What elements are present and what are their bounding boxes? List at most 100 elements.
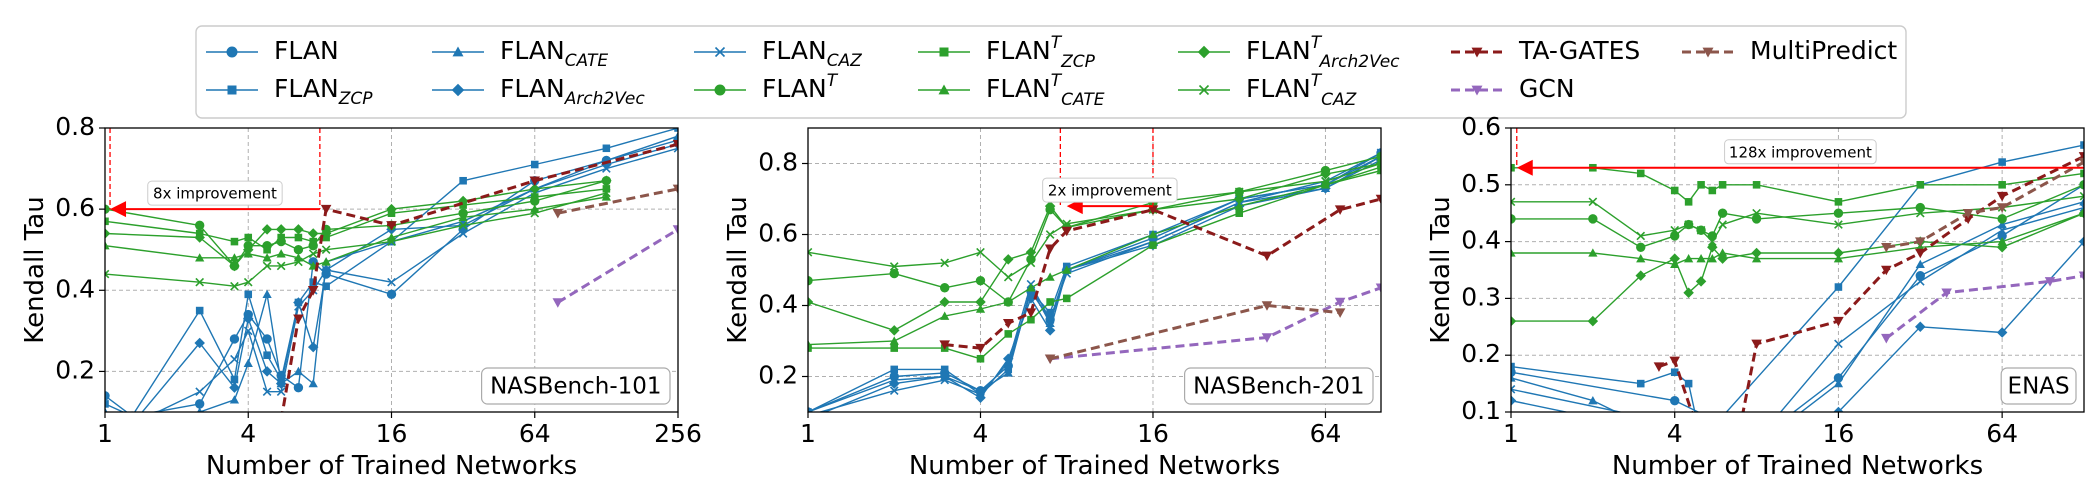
data-point — [1684, 198, 1693, 206]
benchmark-box — [2000, 367, 2077, 405]
data-point — [1833, 316, 1844, 327]
data-point — [976, 389, 985, 399]
data-point — [2078, 236, 2084, 247]
series-line — [1886, 160, 2084, 249]
data-point — [1736, 419, 1747, 429]
y-tick-label: 0.2 — [758, 361, 798, 390]
data-point — [1834, 339, 1843, 349]
data-point — [194, 232, 205, 243]
data-point — [1376, 165, 1381, 175]
series-line — [1511, 212, 2084, 322]
legend-label-text: GCN — [1519, 74, 1575, 103]
data-point — [294, 233, 303, 242]
legend-label-sub: Arch2Vec — [564, 89, 646, 109]
data-point — [2079, 180, 2084, 190]
data-point — [127, 419, 138, 430]
data-point — [1996, 327, 2008, 338]
annotation: 8x improvement — [109, 128, 321, 218]
data-point — [529, 183, 540, 195]
x-tick-label: 64 — [1986, 419, 2018, 448]
legend-label-text: FLAN — [500, 74, 565, 103]
data-point — [1915, 237, 1926, 247]
legend-item-0: FLAN — [206, 36, 339, 65]
data-point — [1962, 214, 1974, 225]
data-point — [1997, 236, 2007, 246]
data-point — [672, 140, 678, 150]
data-point — [1941, 288, 1952, 298]
data-point — [1044, 325, 1056, 336]
data-point — [1834, 198, 1843, 206]
y-tick-label: 0.6 — [758, 219, 798, 248]
data-point — [459, 176, 467, 185]
data-point — [1998, 181, 2006, 189]
annotation: 2x improvement — [1042, 128, 1178, 215]
data-point — [458, 221, 468, 230]
data-point — [1003, 357, 1013, 367]
data-point — [1751, 441, 1762, 452]
data-point — [939, 340, 950, 350]
data-point — [1334, 205, 1346, 215]
series-line — [944, 197, 1381, 350]
data-point — [1997, 214, 2007, 224]
legend-label-sup: T — [1311, 71, 1323, 91]
x-tick-label: 64 — [519, 419, 551, 448]
legend-swatch-marker — [1471, 85, 1483, 96]
data-point — [1147, 205, 1159, 215]
annotation-arrow-head — [1516, 159, 1533, 176]
data-point — [276, 261, 286, 271]
data-point — [2080, 169, 2084, 178]
data-point — [293, 297, 304, 308]
data-point — [458, 212, 468, 221]
data-point — [195, 277, 205, 287]
data-point — [386, 289, 397, 300]
data-point — [105, 400, 109, 408]
data-point — [808, 296, 814, 308]
data-point — [1834, 283, 1843, 291]
y-axis-label: Kendall Tau — [723, 196, 753, 343]
data-point — [1717, 208, 1728, 218]
legend-swatch-marker — [1197, 45, 1211, 59]
data-point — [672, 225, 678, 235]
data-point — [262, 334, 272, 344]
y-axis-label: Kendall Tau — [1426, 196, 1456, 343]
annotation-box — [1724, 139, 1877, 165]
data-point — [1376, 151, 1381, 162]
data-point — [1234, 201, 1244, 210]
data-point — [243, 277, 253, 287]
data-point — [277, 233, 285, 242]
data-point — [1261, 301, 1273, 311]
data-point — [1833, 378, 1844, 388]
legend-label-0: FLAN — [274, 36, 339, 65]
data-point — [672, 184, 678, 195]
data-point — [602, 164, 611, 173]
data-point — [1511, 384, 1516, 394]
data-point — [1916, 181, 1925, 189]
data-point — [294, 257, 303, 267]
series-ta-gates — [281, 140, 678, 412]
data-point — [1696, 225, 1706, 235]
data-point — [1834, 220, 1843, 229]
data-point — [230, 237, 239, 246]
data-point — [261, 224, 273, 235]
y-tick-label: 0.6 — [1461, 112, 1501, 141]
y-tick-label: 0.4 — [1461, 226, 1501, 255]
series-flan-t-zcp — [1511, 163, 2084, 206]
data-point — [1752, 436, 1760, 444]
data-point — [1511, 197, 1516, 207]
legend-swatch-marker — [938, 84, 950, 95]
legend-label-8: FLANTArch2Vec — [1246, 33, 1400, 72]
data-point — [320, 228, 332, 239]
data-point — [293, 382, 304, 393]
legend-label-text: FLAN — [274, 74, 339, 103]
data-point — [307, 286, 319, 296]
data-point — [195, 306, 204, 315]
series-multipredict — [552, 184, 678, 219]
data-point — [1511, 163, 1515, 172]
annotation-box — [147, 180, 283, 206]
chart-panel-3: 128x improvement 1 4 16 64 0.1 0.2 0.3 0.4 0.5 0.6… — [1426, 112, 2085, 481]
legend-item-11: GCN — [1451, 74, 1575, 103]
data-point — [1751, 339, 1762, 350]
data-point — [2078, 152, 2084, 162]
data-point — [1717, 248, 1728, 257]
data-point — [1915, 277, 1925, 286]
